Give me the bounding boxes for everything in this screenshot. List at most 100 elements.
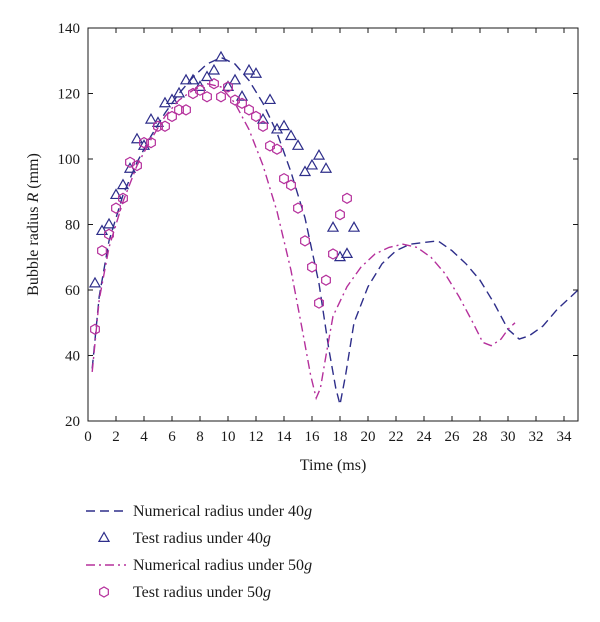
y-tick-label: 40	[65, 349, 80, 365]
y-tick-label: 100	[58, 152, 81, 168]
x-tick-label: 32	[529, 429, 544, 445]
series-1-point	[88, 276, 102, 288]
series-1-point	[151, 116, 165, 127]
series-1-point	[172, 86, 186, 98]
y-tick-label: 60	[65, 283, 80, 299]
x-tick-label: 22	[389, 429, 404, 445]
x-tick-label: 24	[417, 429, 433, 445]
legend-entry-test-50g: Test radius under 50g	[99, 584, 271, 601]
x-tick-label: 0	[84, 429, 92, 445]
series-3-point	[300, 235, 310, 247]
series-1-point	[214, 50, 228, 62]
series-3-point	[111, 202, 121, 214]
series-3-point	[342, 192, 352, 204]
x-tick-label: 2	[112, 429, 120, 445]
series-3-point	[90, 323, 100, 335]
legend-swatch-test-50g	[99, 586, 109, 598]
y-axis-label: Bubble radius R (mm)	[25, 153, 42, 296]
series-layer	[88, 50, 579, 405]
x-tick-label: 10	[221, 429, 236, 445]
series-1-group	[88, 50, 361, 288]
series-3-point	[286, 179, 296, 191]
axis-ticks	[87, 27, 578, 422]
series-1-point	[235, 90, 249, 101]
y-tick-label: 80	[65, 218, 80, 234]
series-1-point	[284, 129, 298, 141]
series-3-point	[230, 94, 240, 106]
y-axis-label-prefix: Bubble radius	[25, 203, 42, 296]
series-1-point	[305, 158, 319, 170]
y-tick-label: 120	[58, 87, 81, 103]
series-3-point	[223, 81, 233, 93]
series-3-point	[125, 156, 135, 168]
y-axis-label-suffix: (mm)	[25, 153, 42, 193]
series-3-point	[132, 159, 142, 172]
series-3-point	[237, 97, 247, 110]
x-axis-label: Time (ms)	[300, 457, 367, 474]
axis-tick-labels: 0 2 4 6 8 10 12 14 16 18 20 22 24 26 28 30 32 34204060801…	[58, 21, 573, 445]
series-1-point	[207, 63, 221, 75]
x-tick-label: 28	[473, 429, 488, 445]
series-3-point	[153, 120, 163, 132]
y-axis-label-symbol: R	[25, 193, 42, 204]
x-tick-label: 4	[140, 429, 148, 445]
x-tick-label: 30	[501, 429, 516, 445]
series-1-point	[340, 247, 354, 258]
series-1-point	[242, 63, 256, 75]
series-3-group	[90, 77, 352, 335]
x-tick-label: 26	[445, 429, 461, 445]
series-1-point	[263, 93, 277, 105]
series-3-point	[279, 172, 289, 185]
x-tick-label: 8	[196, 429, 204, 445]
series-3-point	[202, 91, 212, 103]
series-1-point	[319, 162, 333, 173]
legend-label-test-40g: Test radius under 40g	[133, 530, 271, 547]
legend-label-test-50g: Test radius under 50g	[133, 584, 271, 601]
legend-entry-numerical-50g: Numerical radius under 50g	[86, 557, 312, 574]
series-1-point	[130, 132, 144, 144]
plot-border	[87, 27, 579, 422]
series-1-point	[144, 112, 158, 124]
x-tick-label: 20	[361, 429, 376, 445]
series-3-point	[216, 91, 226, 103]
series-3-point	[195, 84, 205, 96]
series-3-point	[314, 297, 324, 309]
series-1-point	[298, 165, 312, 177]
y-tick-label: 20	[65, 414, 80, 430]
legend-entry-test-40g: Test radius under 40g	[97, 530, 271, 547]
series-1-point	[333, 250, 347, 262]
series-1-point	[277, 119, 291, 131]
series-1-point	[326, 221, 340, 232]
series-3-point	[146, 136, 156, 149]
series-1-point	[291, 139, 305, 150]
series-3-point	[258, 120, 268, 132]
series-3-point	[97, 245, 107, 257]
series-3-point	[181, 104, 191, 116]
series-1-point	[158, 96, 172, 108]
series-1-point	[200, 70, 214, 82]
x-tick-label: 12	[249, 429, 264, 445]
y-tick-label: 140	[58, 21, 81, 37]
series-1-point	[249, 67, 263, 78]
series-2-line	[91, 82, 516, 401]
series-3-point	[139, 136, 149, 149]
series-1-point	[221, 80, 235, 91]
legend-label-numerical-40g: Numerical radius under 40g	[133, 503, 312, 520]
series-1-point	[312, 149, 326, 160]
legend: Numerical radius under 40g Test radius u…	[86, 503, 312, 601]
series-3-point	[293, 202, 303, 214]
x-tick-label: 6	[168, 429, 176, 445]
series-3-point	[272, 143, 282, 155]
series-1-point	[228, 73, 242, 85]
x-tick-label: 16	[305, 429, 321, 445]
series-3-point	[174, 104, 184, 116]
plot-frame	[87, 27, 579, 422]
series-3-point	[118, 192, 128, 204]
legend-entry-numerical-40g: Numerical radius under 40g	[86, 503, 312, 520]
series-3-point	[307, 261, 317, 273]
series-3-point	[188, 87, 198, 100]
series-3-point	[321, 274, 331, 286]
series-1-point	[116, 178, 130, 190]
series-1-point	[165, 93, 179, 105]
